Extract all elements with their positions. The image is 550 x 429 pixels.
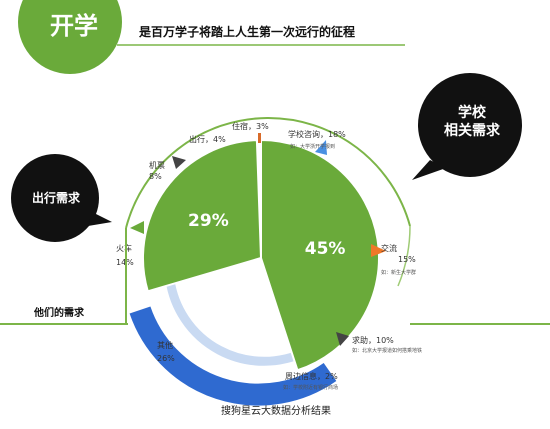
label-exchange: 交流 bbox=[381, 243, 397, 253]
outer-green-arc bbox=[125, 117, 411, 229]
bubble-school-line1: 学校 bbox=[458, 104, 487, 121]
note-exchange: 如：新生大学群 bbox=[381, 269, 416, 276]
bubble-travel-needs: 出行需求 bbox=[11, 154, 112, 242]
label-other: 其他 bbox=[157, 340, 173, 350]
ring-inner-lightblue bbox=[165, 279, 307, 366]
ring-other-blue bbox=[129, 306, 337, 406]
pointer-flight bbox=[172, 156, 186, 169]
value-other: 26% bbox=[157, 354, 175, 363]
outer-green-arc-right bbox=[397, 225, 411, 287]
bubble-school-line2: 相关需求 bbox=[444, 122, 501, 139]
pointer-help bbox=[336, 332, 349, 346]
label-school-consult: 学校咨询，18% bbox=[288, 129, 346, 139]
bubble-travel-text: 出行需求 bbox=[32, 190, 81, 205]
label-travel: 出行，4% bbox=[189, 134, 226, 144]
pointer-school-consult bbox=[315, 140, 327, 155]
value-exchange: 15% bbox=[398, 255, 416, 264]
label-lodging: 住宿，3% bbox=[232, 121, 269, 131]
pie-slice-travel bbox=[142, 139, 263, 293]
pie-chart bbox=[142, 138, 380, 372]
value-flight: 8% bbox=[149, 172, 162, 181]
pie-slice-school bbox=[260, 138, 380, 372]
pointer-train bbox=[130, 221, 144, 234]
pie-label-school: 45% bbox=[305, 239, 346, 259]
header-tagline: 是百万学子将踏上人生第一次远行的征程 bbox=[138, 24, 355, 39]
needs-heading: 他们的需求 bbox=[33, 306, 85, 319]
note-school-consult: 如：大学浙开学报到 bbox=[290, 143, 335, 150]
bubble-school-needs: 学校 相关需求 bbox=[412, 73, 522, 180]
header-badge-text: 开学 bbox=[50, 12, 98, 40]
label-train: 火车 bbox=[116, 243, 132, 253]
label-flight: 机票 bbox=[149, 160, 165, 170]
note-help: 如：北京大学报道如何搭乘地铁 bbox=[352, 347, 422, 354]
pie-label-travel: 29% bbox=[188, 211, 229, 231]
header-badge-circle bbox=[18, 0, 122, 74]
label-help: 求助，10% bbox=[352, 335, 394, 345]
mark-lodging bbox=[258, 133, 261, 143]
pointer-exchange bbox=[371, 244, 386, 257]
label-nearby: 周边信息，2% bbox=[285, 371, 338, 381]
note-nearby: 如：学校附近有银行商场 bbox=[283, 384, 338, 391]
source-caption: 搜狗星云大数据分析结果 bbox=[221, 404, 331, 417]
